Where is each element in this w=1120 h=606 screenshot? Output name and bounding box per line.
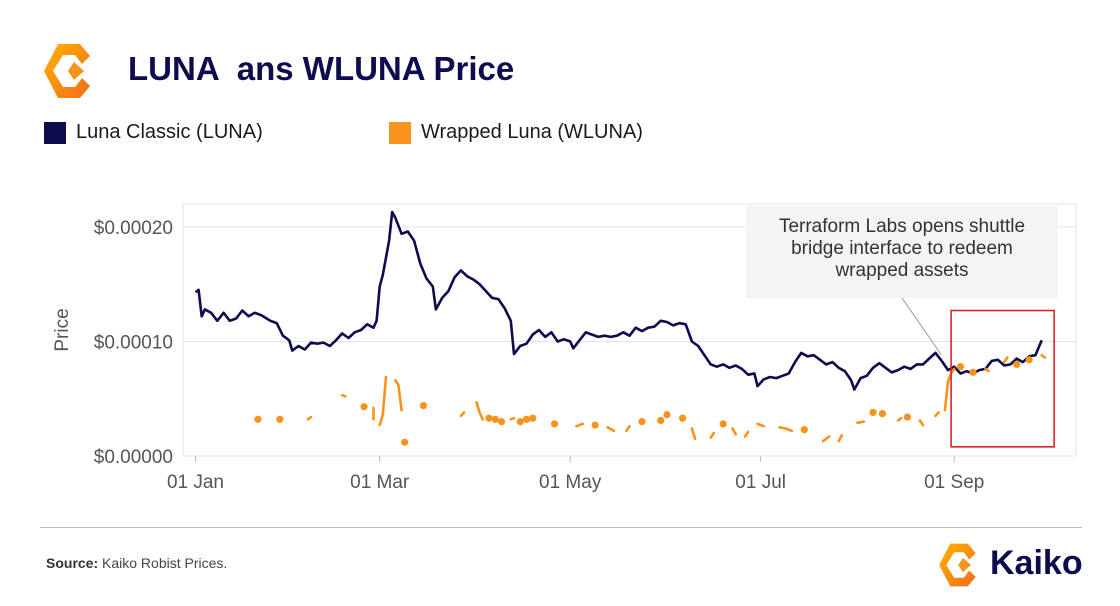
series-point-wluna	[869, 408, 877, 417]
brand-name: Kaiko	[990, 544, 1083, 582]
legend-label-luna: Luna Classic (LUNA)	[76, 121, 263, 143]
series-segment-wluna	[731, 427, 737, 436]
series-layer	[194, 210, 1047, 446]
series-segment-wluna	[690, 427, 697, 441]
series-segment-wluna	[306, 415, 313, 421]
series-point-wluna	[276, 415, 284, 423]
series-segment-wluna	[743, 430, 750, 438]
price-chart: $0.00020 $0.00010 $0.00000 01 Jan 01 Mar 01 M…	[52, 203, 1077, 493]
series-point-wluna	[969, 368, 977, 376]
x-tick-label: 01 Mar	[350, 472, 410, 493]
series-point-wluna	[903, 413, 911, 421]
series-segment-wluna	[943, 367, 956, 412]
source-text: Kaiko Robist Prices.	[102, 555, 228, 571]
series-segment-wluna	[459, 411, 466, 418]
series-segment-wluna	[984, 367, 990, 373]
y-tick-label: $0.00000	[94, 447, 173, 468]
y-tick-label: $0.00020	[94, 218, 173, 239]
legend-label-wluna: Wrapped Luna (WLUNA)	[421, 121, 643, 143]
kaiko-logo-icon	[44, 44, 90, 98]
series-point-wluna	[1013, 360, 1021, 368]
series-segment-wluna	[856, 420, 865, 425]
series-point-wluna	[419, 402, 428, 410]
series-segment-wluna	[1002, 356, 1009, 364]
annotation-text-line: bridge interface to redeem	[791, 238, 1013, 259]
series-segment-wluna	[709, 431, 716, 439]
series-segment-wluna	[625, 424, 631, 433]
series-point-wluna	[491, 415, 499, 423]
annotation-text-line: Terraform Labs opens shuttle	[779, 216, 1025, 237]
series-point-wluna	[663, 411, 671, 419]
series-segment-wluna	[394, 379, 403, 412]
axis-layer: $0.00020 $0.00010 $0.00000 01 Jan 01 Mar 01 M…	[52, 218, 984, 493]
series-segment-wluna	[475, 400, 484, 421]
series-point-wluna	[497, 418, 506, 426]
title-row: LUNA ans WLUNA Price	[40, 42, 740, 100]
series-point-wluna	[550, 420, 559, 428]
y-tick-label: $0.00010	[94, 332, 173, 353]
annotation-text-line: wrapped assets	[834, 260, 968, 281]
series-segment-wluna	[821, 435, 831, 443]
page-title: LUNA ans WLUNA Price	[128, 50, 515, 87]
brand-logo: Kaiko	[936, 542, 1106, 588]
series-point-wluna	[529, 414, 537, 422]
series-point-wluna	[401, 438, 409, 446]
legend-swatch-luna	[44, 122, 66, 144]
chart-legend: Luna Classic (LUNA) Wrapped Luna (WLUNA)	[44, 120, 804, 146]
source-note: Source: Kaiko Robist Prices.	[46, 555, 227, 571]
legend-swatch-wluna	[389, 122, 411, 144]
series-point-wluna	[800, 426, 808, 434]
series-segment-wluna	[378, 375, 388, 427]
series-segment-wluna	[756, 422, 766, 428]
x-tick-label: 01 Sep	[924, 472, 984, 493]
series-point-wluna	[254, 415, 262, 423]
series-segment-wluna	[575, 422, 584, 428]
footer-divider	[40, 527, 1082, 528]
source-label: Source:	[46, 555, 99, 571]
series-segment-wluna	[509, 416, 516, 421]
kaiko-brand-icon	[939, 543, 976, 587]
series-point-wluna	[360, 403, 368, 411]
series-line-luna	[194, 210, 1043, 391]
annotation-box	[746, 206, 1058, 298]
series-point-wluna	[638, 418, 646, 426]
series-segment-wluna	[606, 426, 616, 433]
series-segment-wluna	[778, 426, 794, 433]
series-point-wluna	[591, 421, 599, 429]
x-tick-label: 01 Jul	[735, 472, 786, 493]
series-point-wluna	[657, 416, 665, 425]
series-segment-wluna	[340, 394, 347, 398]
series-point-wluna	[878, 410, 887, 418]
series-point-wluna	[522, 415, 531, 423]
x-tick-label: 01 Jan	[167, 472, 224, 493]
x-tick-label: 01 May	[539, 472, 602, 493]
annotation-pointer	[901, 297, 942, 355]
series-point-wluna	[719, 420, 727, 428]
series-point-wluna	[516, 418, 524, 426]
series-point-wluna	[485, 414, 493, 422]
series-point-wluna	[1025, 356, 1033, 364]
series-point-wluna	[956, 363, 965, 371]
series-segment-wluna	[934, 411, 940, 418]
y-axis-label: Price	[52, 308, 73, 351]
series-point-wluna	[678, 414, 687, 422]
series-segment-wluna	[837, 434, 844, 443]
series-segment-wluna	[896, 416, 903, 422]
annotation-highlight-box	[950, 309, 1055, 448]
series-segment-wluna	[918, 419, 925, 427]
series-segment-wluna	[1040, 353, 1047, 359]
